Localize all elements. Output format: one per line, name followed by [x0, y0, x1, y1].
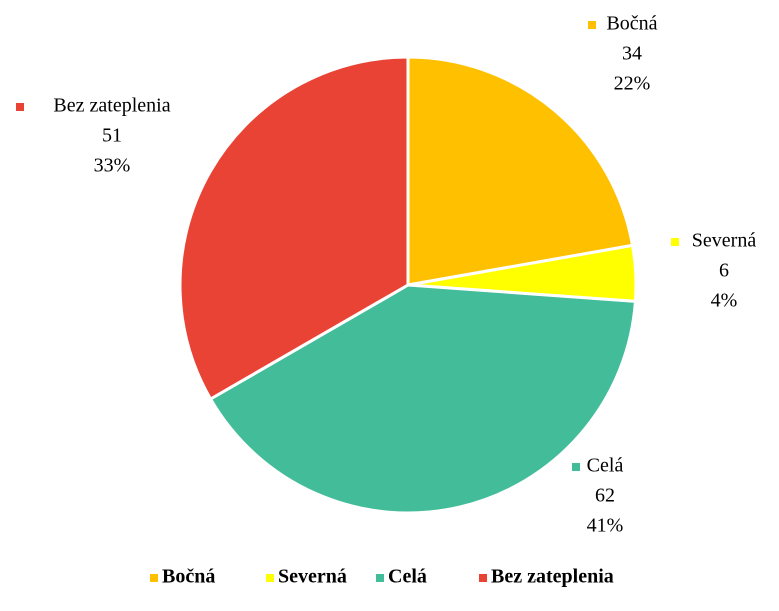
pie-slice — [178, 55, 410, 402]
pie-slice — [208, 283, 638, 515]
data-label: Bez zateplenia 51 33% — [16, 95, 171, 177]
legend-label: Bočná — [162, 566, 215, 588]
label-name: Celá — [587, 455, 624, 477]
legend-label: Celá — [388, 566, 427, 588]
legend-marker — [266, 574, 274, 582]
label-name: Severná — [692, 230, 757, 252]
label-percent: 41% — [587, 515, 624, 537]
label-value: 34 — [622, 43, 642, 65]
pie-slice — [406, 55, 635, 287]
label-name: Bez zateplenia — [53, 95, 170, 117]
label-value: 6 — [719, 260, 729, 282]
label-marker — [671, 238, 679, 246]
label-marker — [588, 21, 596, 29]
legend-marker — [376, 574, 384, 582]
label-percent: 22% — [614, 73, 651, 95]
label-marker — [16, 103, 24, 111]
data-label: Celá 62 41% — [572, 455, 623, 537]
legend: Bočná Severná Celá Bez zateplenia — [150, 566, 614, 588]
label-percent: 4% — [711, 290, 738, 312]
label-name: Bočná — [606, 13, 657, 35]
data-label: Severná 6 4% — [671, 230, 756, 312]
label-value: 62 — [595, 485, 615, 507]
label-value: 51 — [102, 125, 122, 147]
data-label: Bočná 34 22% — [588, 13, 658, 95]
label-marker — [572, 463, 580, 471]
legend-label: Severná — [278, 566, 347, 588]
legend-label: Bez zateplenia — [491, 566, 614, 588]
legend-marker — [150, 574, 158, 582]
legend-marker — [479, 574, 487, 582]
label-percent: 33% — [94, 155, 131, 177]
